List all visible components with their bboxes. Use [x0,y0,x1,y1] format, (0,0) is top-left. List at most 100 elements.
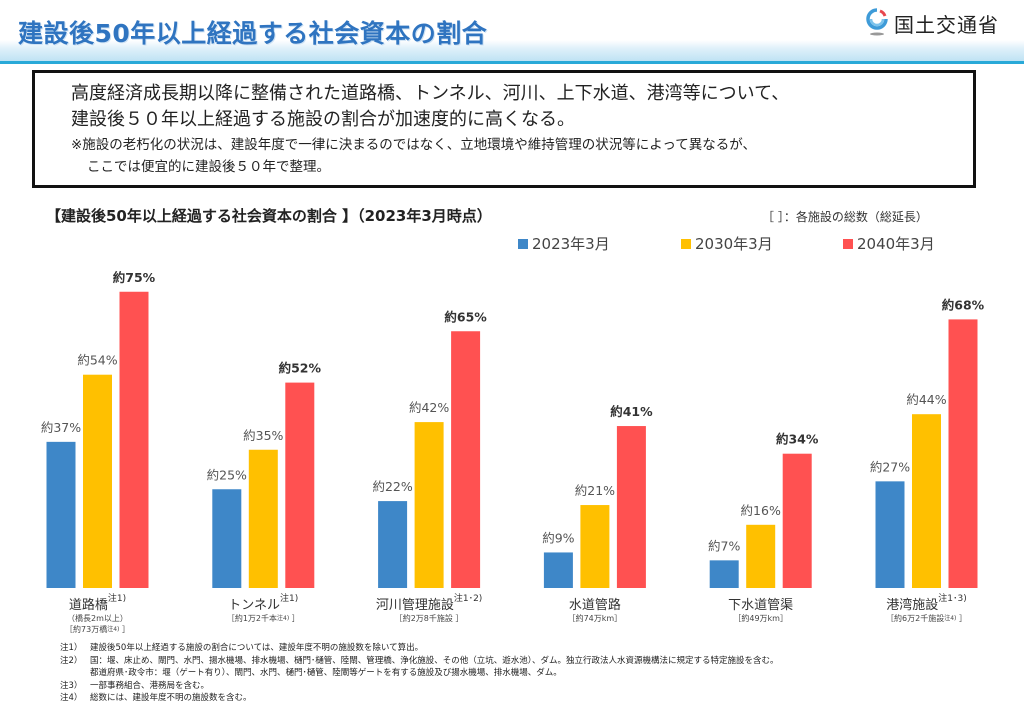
footnote-text: 建設後50年以上経過する施設の割合については、建設年度不明の施設数を除いて算出。 [90,643,424,653]
category-name-text: トンネル [228,598,281,613]
page-title: 建設後50年以上経過する社会資本の割合 [18,19,488,48]
legend-item-2023: 2023年3月 [518,233,610,254]
bar-4-1 [746,524,776,588]
data-label: 約35% [243,428,283,443]
category-name-text: 道路橋 [68,598,108,613]
category-label: 下水道管渠 ［約49万km］ [678,594,844,624]
category-subtext: ［約73万橋注4) ］ [65,625,130,634]
data-label: 約25% [207,467,247,482]
legend-swatch [681,238,691,249]
footnote-key: 注4） [60,693,83,703]
category-name: 下水道管渠 [678,594,844,613]
bar-5-0 [875,481,905,588]
data-label: 約22% [372,479,412,494]
category-name-text: 水道管路 [568,598,621,613]
category-label: 河川管理施設注1･2) ［約2万8千施設 ］ [346,594,512,624]
category-name: 水道管路 [512,594,678,613]
summary-line-2: 建設後５０年以上経過する施設の割合が加速度的に高くなる。 [71,109,575,130]
header-divider [0,61,1024,64]
category-name-text: 河川管理施設 [375,598,454,613]
footnote-continuation: 都道府県･政令市：堰（ゲート有り）、閘門、水門、樋門･樋管、陸閘等ゲートを有する… [90,668,562,678]
bar-3-1 [580,505,610,588]
category-footnote-ref: 注1･2) [453,594,483,604]
data-label: 約42% [409,400,449,415]
data-label: 約54% [77,353,117,368]
category-subtext: （橋長2m以上） [67,614,128,623]
category-label: トンネル注1) ［約1万2千本注4) ］ [180,594,346,624]
footnote-text: 総数には、建設年度不明の施設数を含む。 [90,693,252,703]
summary-line-1: 高度経済成長期以降に整備された道路橋、トンネル、河川、上下水道、港湾等について、 [71,83,790,104]
footnote-key: 注1） [60,643,83,653]
bar-5-2 [948,319,978,588]
category-label: 道路橋注1) （橋長2m以上） ［約73万橋注4) ］ [15,594,181,635]
bar-0-1 [83,374,112,588]
ministry-name: 国土交通省 [894,12,999,37]
data-label: 約52% [279,361,322,376]
bar-0-0 [46,441,76,588]
bar-2-0 [378,501,408,588]
footnote: 注3） 一部事務組合、港務局を含む。 [60,680,779,693]
bar-5-1 [912,414,941,588]
category-footnote-ref: 注1･3) [938,594,967,604]
chart-title: 【建設後50年以上経過する社会資本の割合 】（2023年3月時点） [46,207,492,225]
category-label: 港湾施設注1･3) ［約6万2千施設注4) ］ [844,594,1010,624]
mlit-logo-icon [866,8,888,38]
footnote: 注1） 建設後50年以上経過する施設の割合については、建設年度不明の施設数を除いて… [60,642,779,655]
summary-box: 高度経済成長期以降に整備された道路橋、トンネル、河川、上下水道、港湾等について、… [32,70,976,188]
footnote: 注2） 国：堰、床止め、閘門、水門、揚水機場、排水機場、樋門･樋管、陸閘、管理橋、… [60,655,779,668]
bar-4-0 [709,560,739,588]
legend-swatch [518,238,528,249]
bar-4-2 [782,453,812,588]
summary-note-1: ※施設の老朽化の状況は、建設年度で一律に決まるのではなく、立地環境や維持管理の状… [71,137,756,153]
bar-1-1 [248,449,278,588]
data-label: 約34% [776,432,819,447]
data-label: 約9% [542,530,574,545]
bar-3-0 [543,552,573,588]
bar-1-0 [212,489,242,588]
legend-swatch [843,238,853,249]
category-footnote-ref: 注1) [280,594,299,604]
legend-label: 2030年3月 [695,235,773,253]
data-label: 約7% [708,538,740,553]
bar-3-2 [616,426,646,588]
category-name: 河川管理施設注1･2) [346,594,512,613]
data-label: 約27% [870,459,910,474]
data-label: 約21% [575,483,615,498]
footnotes: 注1） 建設後50年以上経過する施設の割合については、建設年度不明の施設数を除いて… [60,642,779,705]
data-label: 約41% [610,404,653,419]
category-subtext: ［約49万km］ [733,614,788,623]
category-subtext: ［約6万2千施設注4) ］ [886,614,967,623]
legend-label: 2023年3月 [532,235,610,253]
footnote-key: 注2） [60,655,83,666]
footnote: 注4） 総数には、建設年度不明の施設数を含む。 [60,692,779,705]
total-count-note: ［ ］：各施設の総数（総延長） [762,210,928,224]
legend-item-2040: 2040年3月 [843,233,935,254]
footnote-key: 注3） [60,680,83,691]
legend-item-2030: 2030年3月 [681,233,773,254]
bar-0-2 [119,291,149,588]
category-footnote-ref: 注1) [107,594,127,604]
ministry-logo: 国土交通省 [866,8,999,38]
footnote-text: 国：堰、床止め、閘門、水門、揚水機場、排水機場、樋門･樋管、陸閘、管理橋、浄化施… [90,655,779,666]
legend-label: 2040年3月 [857,235,935,253]
category-subtext: ［約1万2千本注4) ］ [226,614,300,623]
bar-1-2 [285,382,315,588]
category-label: 水道管路 ［約74万km］ [512,594,678,624]
data-label: 約16% [741,503,781,518]
footnote-text: 一部事務組合、港務局を含む。 [90,680,210,691]
bar-2-2 [451,331,481,588]
data-label: 約68% [942,297,985,312]
category-name-text: 港湾施設 [886,598,939,613]
category-name: トンネル注1) [180,594,346,613]
data-label: 約37% [41,420,81,435]
category-name: 港湾施設注1･3) [844,594,1010,613]
data-label: 約44% [906,392,946,407]
header-band [0,40,1024,61]
summary-note-2: ここでは便宜的に建設後５０年で整理。 [87,159,330,175]
category-name: 道路橋注1) [15,594,181,613]
category-subtext: ［約2万8千施設 ］ [394,614,464,623]
data-label: 約75% [113,270,156,285]
category-subtext: ［約74万km］ [567,614,623,623]
category-name-text: 下水道管渠 [728,598,794,613]
